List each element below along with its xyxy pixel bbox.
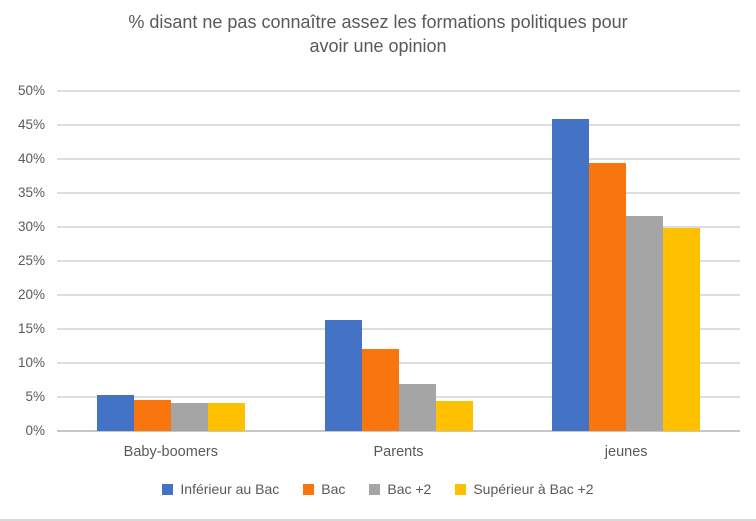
legend-item: Supérieur à Bac +2 xyxy=(455,481,594,497)
x-axis-category-label: Baby-boomers xyxy=(123,444,218,460)
y-axis-tick-label: 35% xyxy=(17,185,45,200)
legend-item: Bac xyxy=(303,481,345,497)
y-axis-tick-label: 45% xyxy=(17,117,45,132)
legend-item: Inférieur au Bac xyxy=(162,481,279,497)
gridline xyxy=(57,226,740,228)
chart-title: % disant ne pas connaître assez les form… xyxy=(0,10,756,58)
gridline xyxy=(57,260,740,262)
bar xyxy=(626,216,664,431)
chart-title-line2: avoir une opinion xyxy=(309,36,447,56)
x-axis-category-label: jeunes xyxy=(604,444,648,460)
legend-item: Bac +2 xyxy=(369,481,431,497)
bar xyxy=(207,403,245,431)
y-axis-tick-label: 40% xyxy=(17,151,45,166)
legend-swatch xyxy=(303,483,315,495)
legend-label: Bac +2 xyxy=(387,481,432,497)
x-axis-line xyxy=(57,430,740,432)
legend-label: Supérieur à Bac +2 xyxy=(473,481,594,497)
legend-label: Bac xyxy=(321,481,346,497)
y-axis-tick-label: 5% xyxy=(25,389,45,404)
legend-swatch xyxy=(369,483,381,495)
gridline xyxy=(57,362,740,364)
y-axis-tick-label: 0% xyxy=(25,423,45,438)
gridline xyxy=(57,328,740,330)
legend-label: Inférieur au Bac xyxy=(180,481,280,497)
y-axis-tick-label: 30% xyxy=(17,219,45,234)
gridline xyxy=(57,192,740,194)
y-axis-tick-label: 50% xyxy=(17,83,45,98)
bar xyxy=(361,349,399,431)
x-axis-category-label: Parents xyxy=(373,444,424,460)
y-axis-tick-label: 25% xyxy=(17,253,45,268)
bar xyxy=(435,401,473,431)
gridline xyxy=(57,90,740,92)
legend-swatch xyxy=(455,483,467,495)
legend: Inférieur au Bac Bac Bac +2 Supérieur à Bac… xyxy=(0,481,756,497)
bottom-divider xyxy=(0,519,756,521)
gridline xyxy=(57,294,740,296)
bar xyxy=(96,395,134,431)
bar xyxy=(552,119,590,431)
bar xyxy=(589,163,627,431)
y-axis-tick-label: 10% xyxy=(17,355,45,370)
legend-swatch xyxy=(162,483,174,495)
bar xyxy=(398,384,436,431)
bar xyxy=(133,400,171,431)
chart-title-line1: % disant ne pas connaître assez les form… xyxy=(128,12,628,32)
bar xyxy=(324,320,362,431)
y-axis-tick-label: 15% xyxy=(17,321,45,336)
gridline xyxy=(57,124,740,126)
bar xyxy=(170,403,208,431)
gridline xyxy=(57,158,740,160)
y-axis-tick-label: 20% xyxy=(17,287,45,302)
bar xyxy=(663,228,701,431)
